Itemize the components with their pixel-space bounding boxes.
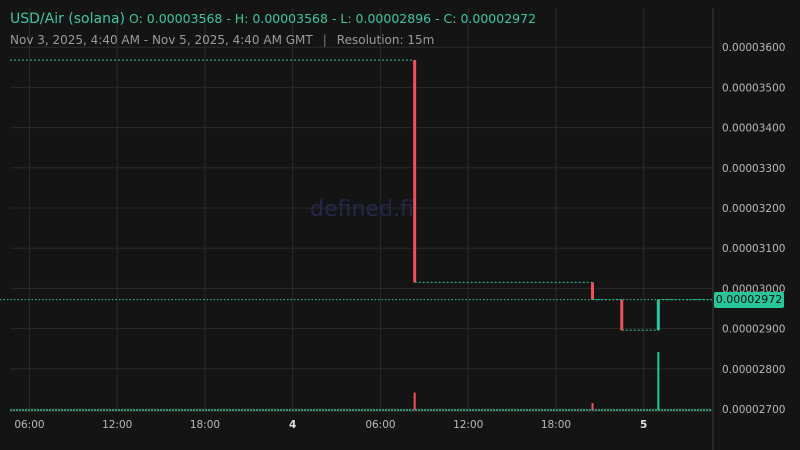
- candle: [656, 299, 660, 331]
- volume-bar: [657, 352, 660, 410]
- volume-bar: [591, 403, 594, 410]
- y-tick-label: 0.00003600: [722, 42, 785, 54]
- separator: |: [322, 33, 327, 47]
- candle: [591, 282, 595, 300]
- y-tick-label: 0.00003200: [722, 203, 785, 215]
- price-segments: [10, 59, 712, 411]
- watermark: defined.fi: [310, 197, 414, 222]
- x-tick-label: 4: [289, 419, 296, 431]
- x-tick-label: 12:00: [102, 419, 132, 431]
- y-tick-label: 0.00003100: [722, 243, 785, 255]
- x-tick-label: 5: [640, 419, 647, 431]
- resolution-label[interactable]: Resolution: 15m: [336, 33, 435, 47]
- x-tick-label: 06:00: [14, 419, 44, 431]
- x-tick-label: 12:00: [453, 419, 483, 431]
- y-tick-label: 0.00003300: [722, 163, 785, 175]
- chart-grid: [10, 8, 714, 450]
- ohlc-readout: O: 0.00003568 - H: 0.00003568 - L: 0.000…: [129, 11, 537, 26]
- x-tick-label: 06:00: [365, 419, 395, 431]
- time-axis[interactable]: 06:00 12:00 18:00 4 06:00 12:00 18:00 5: [14, 419, 647, 431]
- pair-title[interactable]: USD/Air (solana): [10, 11, 126, 27]
- candle: [413, 60, 417, 283]
- volume-bars: [413, 352, 660, 410]
- date-range: Nov 3, 2025, 4:40 AM - Nov 5, 2025, 4:40…: [10, 33, 313, 47]
- chart-subheader: Nov 3, 2025, 4:40 AM - Nov 5, 2025, 4:40…: [10, 33, 434, 47]
- x-tick-label: 18:00: [541, 419, 571, 431]
- y-tick-label: 0.00002700: [722, 404, 785, 416]
- current-price-tag: 0.00002972: [714, 292, 784, 308]
- price-axis[interactable]: 0.000027000.000028000.000029000.00003000…: [722, 42, 785, 416]
- chart-header: USD/Air (solana) O: 0.00003568 - H: 0.00…: [10, 11, 536, 27]
- y-tick-label: 0.00003500: [722, 82, 785, 94]
- y-tick-label: 0.00002900: [722, 324, 785, 336]
- candles: [413, 60, 660, 331]
- candle: [620, 299, 624, 331]
- y-tick-label: 0.00003400: [722, 123, 785, 135]
- volume-bar: [413, 392, 416, 410]
- y-tick-label: 0.00002800: [722, 364, 785, 376]
- x-tick-label: 18:00: [190, 419, 220, 431]
